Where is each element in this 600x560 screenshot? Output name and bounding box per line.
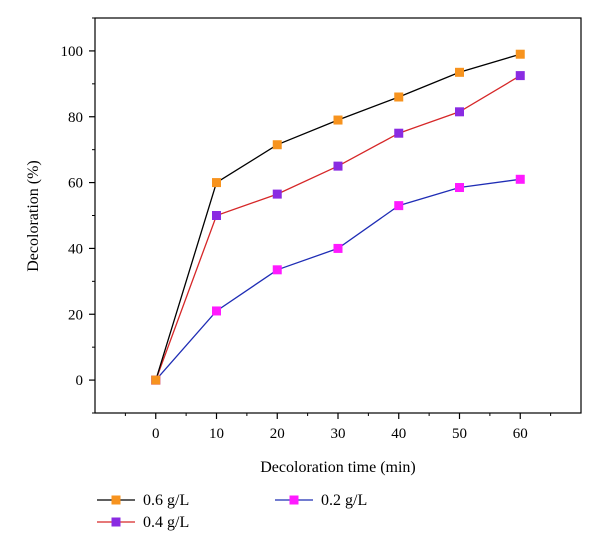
legend-label: 0.4 g/L: [143, 514, 189, 531]
data-point: [272, 140, 282, 150]
tick-labels: 0 10 20 30 40 50 60 0 20 40 60 80 100: [61, 44, 528, 442]
legend-marker: [289, 495, 299, 505]
data-point: [212, 211, 221, 220]
y-tick-label: 80: [68, 110, 83, 126]
data-point: [515, 174, 525, 184]
series-line: [155, 178, 521, 381]
x-tick-label: 20: [270, 426, 285, 442]
data-point: [272, 265, 282, 275]
data-point: [333, 161, 343, 171]
x-tick-label: 10: [209, 426, 224, 442]
x-axis-title: Decoloration time (min): [260, 459, 416, 476]
data-point: [515, 49, 525, 59]
data-point: [272, 189, 282, 199]
plot-border: [94, 17, 582, 414]
data-point: [212, 178, 221, 188]
legend-marker: [111, 517, 121, 527]
data-point: [394, 128, 404, 138]
series-line: [155, 53, 521, 381]
x-tick-label: 30: [331, 426, 346, 442]
y-axis-title: Decoloration (%): [25, 160, 42, 272]
data-point: [455, 107, 464, 117]
x-tick-label: 40: [391, 426, 406, 442]
x-tick-label: 50: [452, 426, 467, 442]
data-point: [455, 183, 464, 193]
y-tick-label: 100: [61, 44, 84, 60]
series-layer: [151, 49, 525, 385]
x-tick-label: 60: [513, 426, 528, 442]
legend-label: 0.6 g/L: [143, 492, 189, 509]
data-point: [394, 201, 404, 211]
x-tick-label: 0: [152, 426, 160, 442]
legend-marker: [111, 495, 121, 505]
data-point: [455, 67, 464, 77]
y-tick-label: 60: [68, 176, 83, 192]
data-point: [515, 71, 525, 81]
legend-label: 0.2 g/L: [321, 492, 367, 509]
data-point: [333, 243, 343, 253]
data-point: [212, 306, 221, 316]
data-point: [394, 92, 404, 102]
plot-area: [89, 17, 582, 419]
legend: 0.6 g/L 0.4 g/L 0.2 g/L: [97, 492, 367, 531]
y-tick-label: 0: [76, 373, 84, 389]
data-point: [151, 375, 161, 385]
y-tick-label: 20: [68, 307, 83, 323]
data-point: [333, 115, 343, 125]
y-tick-label: 40: [68, 241, 83, 257]
